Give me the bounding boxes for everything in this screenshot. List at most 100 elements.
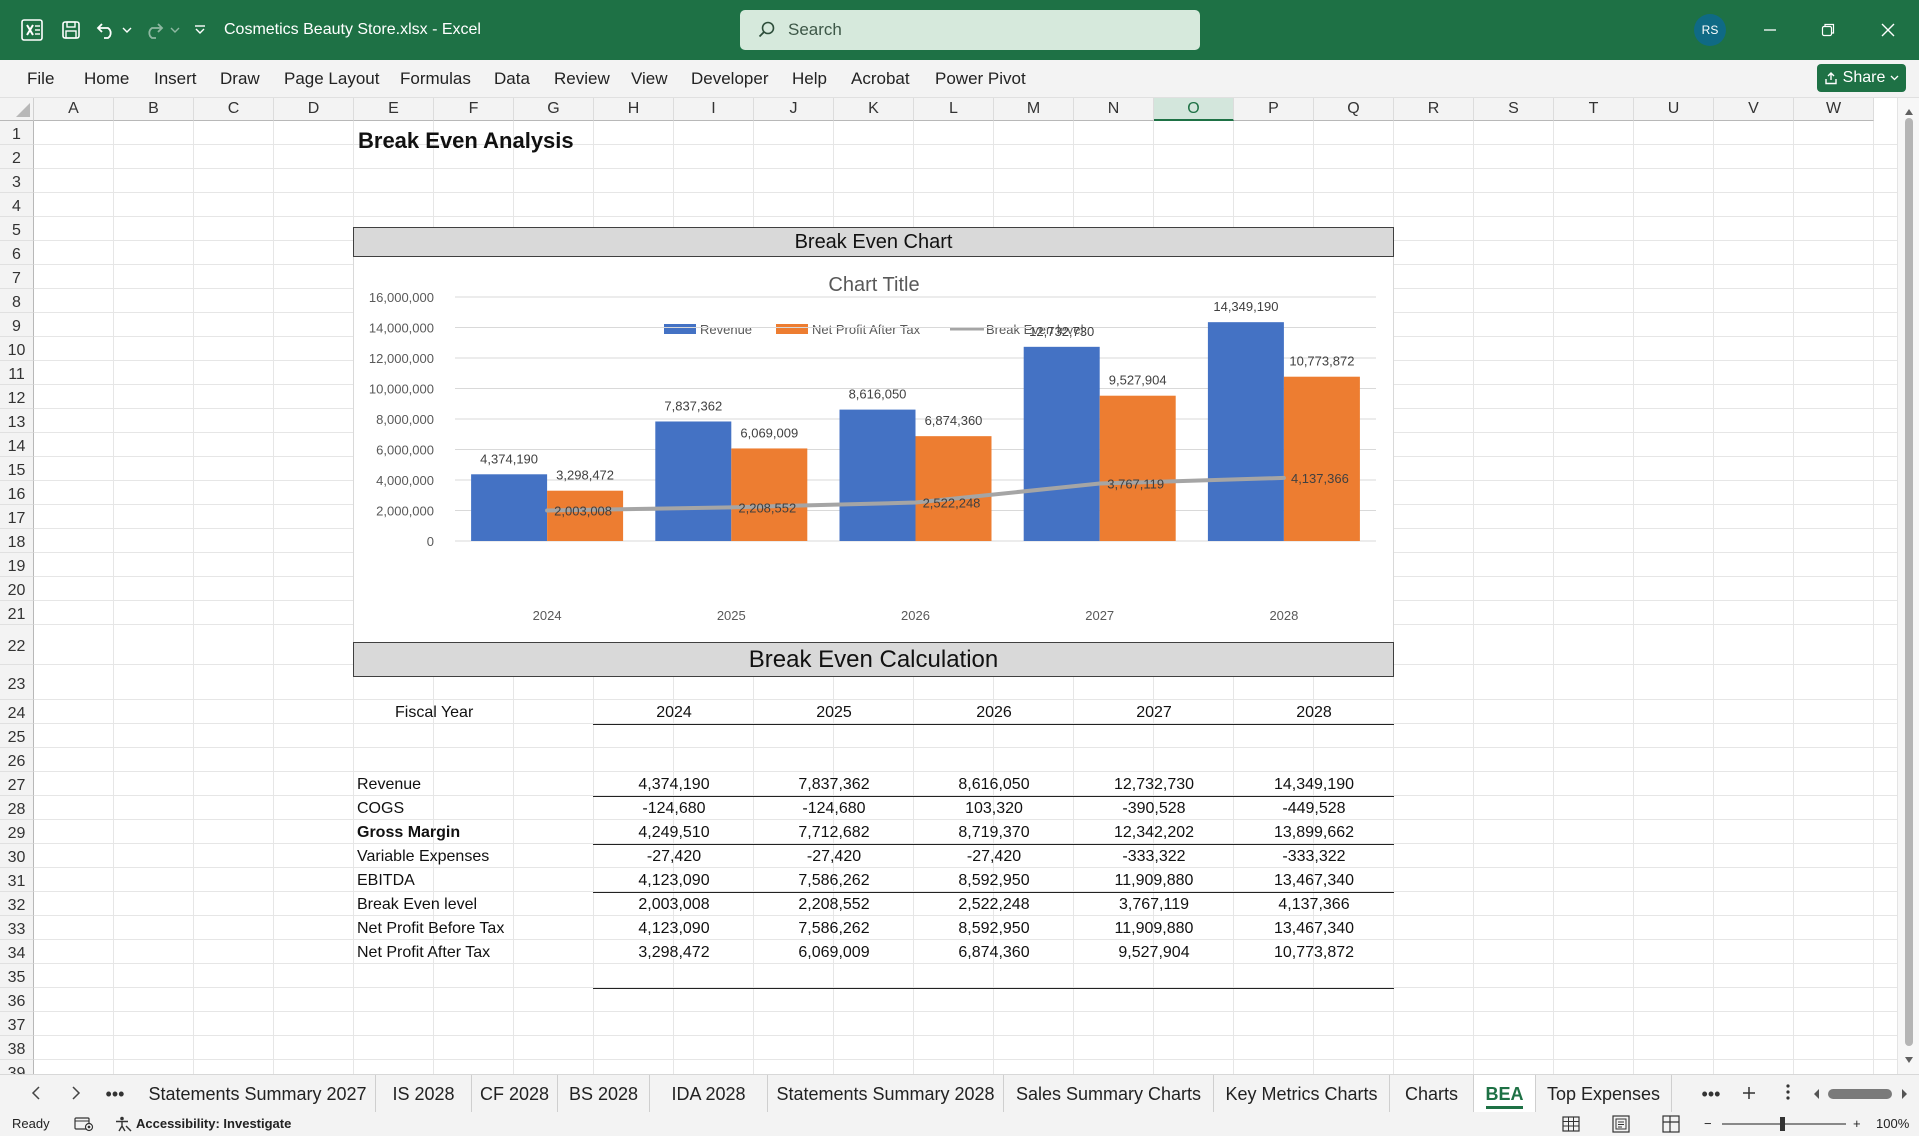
column-header[interactable]: R xyxy=(1394,98,1474,121)
value-cell[interactable]: 2,208,552 xyxy=(798,896,870,913)
value-cell[interactable]: -27,420 xyxy=(966,848,1022,865)
accessibility-icon[interactable] xyxy=(114,1116,132,1132)
column-header[interactable]: O xyxy=(1154,98,1234,121)
row-header[interactable]: 6 xyxy=(0,241,34,265)
bar[interactable] xyxy=(1023,346,1100,541)
row-header[interactable]: 26 xyxy=(0,748,34,772)
value-cell[interactable]: 11,909,880 xyxy=(1114,872,1194,889)
row-header[interactable]: 24 xyxy=(0,700,34,724)
value-cell[interactable]: 2,522,248 xyxy=(958,896,1030,913)
ribbon-tab-file[interactable]: File xyxy=(27,69,55,88)
share-button[interactable]: Share xyxy=(1817,64,1906,92)
sheet-tab-bea[interactable]: BEA xyxy=(1474,1075,1536,1113)
value-cell[interactable]: -27,420 xyxy=(806,848,862,865)
row-header[interactable]: 15 xyxy=(0,457,34,481)
column-header[interactable]: C xyxy=(194,98,274,121)
row-header[interactable]: 1 xyxy=(0,121,34,145)
bar[interactable] xyxy=(839,409,916,541)
value-cell[interactable]: 4,374,190 xyxy=(638,776,710,793)
row-header[interactable]: 8 xyxy=(0,289,34,313)
value-cell[interactable]: 3,298,472 xyxy=(638,944,710,961)
value-cell[interactable]: -333,322 xyxy=(1122,848,1186,865)
page-layout-view-icon[interactable] xyxy=(1612,1115,1630,1133)
value-cell[interactable]: 13,467,340 xyxy=(1273,920,1355,937)
undo-icon[interactable] xyxy=(92,0,120,60)
tab-scroll-right-icon[interactable] xyxy=(62,1075,90,1113)
value-cell[interactable]: 4,137,366 xyxy=(1278,896,1350,913)
scroll-down-icon[interactable] xyxy=(1904,1051,1914,1069)
ribbon-tab-insert[interactable]: Insert xyxy=(154,69,197,88)
add-sheet-icon[interactable] xyxy=(1734,1075,1764,1113)
value-cell[interactable]: 8,592,950 xyxy=(958,872,1030,889)
value-cell[interactable]: -124,680 xyxy=(642,800,706,817)
ribbon-tab-review[interactable]: Review xyxy=(554,69,610,88)
row-header[interactable]: 3 xyxy=(0,169,34,193)
value-cell[interactable]: 12,732,730 xyxy=(1113,776,1195,793)
value-cell[interactable]: 4,249,510 xyxy=(638,824,710,841)
value-cell[interactable]: 11,909,880 xyxy=(1114,920,1194,937)
macro-recording-icon[interactable] xyxy=(74,1116,94,1132)
redo-dropdown-icon[interactable] xyxy=(168,0,182,60)
user-avatar[interactable]: RS xyxy=(1694,14,1726,46)
value-cell[interactable]: 8,616,050 xyxy=(958,776,1030,793)
column-header[interactable]: W xyxy=(1794,98,1874,121)
row-header[interactable]: 25 xyxy=(0,724,34,748)
row-header[interactable]: 27 xyxy=(0,772,34,796)
sheet-tab-is-2028[interactable]: IS 2028 xyxy=(376,1075,472,1113)
column-header[interactable]: I xyxy=(674,98,754,121)
column-header[interactable]: M xyxy=(994,98,1074,121)
vertical-scroll-thumb[interactable] xyxy=(1905,118,1913,1046)
search-input[interactable] xyxy=(788,20,1168,40)
column-header[interactable]: U xyxy=(1634,98,1714,121)
value-cell[interactable]: -27,420 xyxy=(646,848,702,865)
ribbon-tab-acrobat[interactable]: Acrobat xyxy=(851,69,910,88)
zoom-out-button[interactable]: − xyxy=(1704,1116,1712,1131)
sheet-tab-statements-summary-2028[interactable]: Statements Summary 2028 xyxy=(768,1075,1004,1113)
column-header[interactable]: V xyxy=(1714,98,1794,121)
ribbon-tab-draw[interactable]: Draw xyxy=(220,69,260,88)
column-header[interactable]: B xyxy=(114,98,194,121)
ribbon-tab-page-layout[interactable]: Page Layout xyxy=(284,69,380,88)
row-header[interactable]: 28 xyxy=(0,796,34,820)
value-cell[interactable]: 7,837,362 xyxy=(798,776,870,793)
page-break-preview-icon[interactable] xyxy=(1662,1115,1680,1133)
value-cell[interactable]: 7,586,262 xyxy=(798,872,870,889)
column-header[interactable]: A xyxy=(34,98,114,121)
value-cell[interactable]: 2,003,008 xyxy=(638,896,710,913)
row-header[interactable]: 5 xyxy=(0,217,34,241)
row-header[interactable]: 35 xyxy=(0,964,34,988)
redo-icon[interactable] xyxy=(140,0,168,60)
value-cell[interactable]: 3,767,119 xyxy=(1119,896,1189,913)
row-header[interactable]: 13 xyxy=(0,409,34,433)
normal-view-icon[interactable] xyxy=(1562,1115,1580,1133)
bar[interactable] xyxy=(655,421,732,541)
undo-dropdown-icon[interactable] xyxy=(120,0,134,60)
sheet-tab-sales-summary-charts[interactable]: Sales Summary Charts xyxy=(1004,1075,1214,1113)
break-even-chart[interactable]: Chart Title Revenue Net Profit After Tax B… xyxy=(353,257,1394,642)
sheet-tab-cf-2028[interactable]: CF 2028 xyxy=(472,1075,558,1113)
bar[interactable] xyxy=(915,436,992,541)
value-cell[interactable]: 14,349,190 xyxy=(1273,776,1355,793)
column-header[interactable]: N xyxy=(1074,98,1154,121)
column-header[interactable]: Q xyxy=(1314,98,1394,121)
row-header[interactable]: 22 xyxy=(0,625,34,665)
row-header[interactable]: 36 xyxy=(0,988,34,1012)
row-header[interactable]: 2 xyxy=(0,145,34,169)
value-cell[interactable]: 7,712,682 xyxy=(798,824,870,841)
row-header[interactable]: 9 xyxy=(0,313,34,337)
column-header[interactable]: K xyxy=(834,98,914,121)
sheet-tab-ida-2028[interactable]: IDA 2028 xyxy=(650,1075,768,1113)
value-cell[interactable]: 12,342,202 xyxy=(1113,824,1195,841)
row-header[interactable]: 14 xyxy=(0,433,34,457)
value-cell[interactable]: 4,123,090 xyxy=(638,920,710,937)
bar[interactable] xyxy=(1099,395,1176,541)
value-cell[interactable]: 6,874,360 xyxy=(958,944,1030,961)
row-header[interactable]: 21 xyxy=(0,601,34,625)
ribbon-tab-home[interactable]: Home xyxy=(84,69,130,88)
horizontal-scrollbar[interactable] xyxy=(1812,1086,1910,1102)
row-header[interactable]: 7 xyxy=(0,265,34,289)
row-header[interactable]: 32 xyxy=(0,892,34,916)
sheet-tab-top-expenses[interactable]: Top Expenses xyxy=(1536,1075,1672,1113)
vertical-scrollbar[interactable] xyxy=(1897,98,1919,1074)
